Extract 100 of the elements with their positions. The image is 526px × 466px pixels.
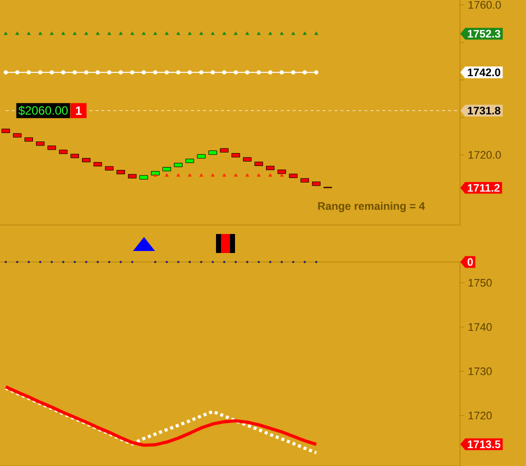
y-tick-label: 1752.3 (468, 30, 500, 38)
point (210, 70, 215, 74)
text: 0 (468, 258, 473, 266)
point (268, 173, 272, 177)
point (245, 70, 250, 74)
point (153, 32, 158, 35)
point (222, 173, 226, 177)
candlestick (266, 166, 275, 170)
annotation: $2060.00 (18, 106, 68, 116)
y-tick-label: 1713.5 (468, 440, 500, 448)
point (222, 70, 226, 74)
candlestick (47, 146, 56, 150)
point (50, 32, 54, 35)
ref-line-label: 1731.8 (468, 106, 500, 114)
point (234, 32, 238, 35)
point (199, 32, 204, 35)
candlestick (150, 171, 160, 176)
point (234, 70, 238, 74)
point (164, 173, 169, 177)
point (153, 173, 158, 177)
candlestick (1, 128, 10, 133)
y-tick-label: 1742.0 (468, 68, 500, 76)
candlestick (185, 158, 194, 163)
point (96, 70, 100, 74)
point (199, 70, 204, 74)
point (164, 32, 169, 35)
point (15, 32, 20, 35)
point (118, 32, 123, 35)
candlestick (82, 158, 91, 162)
point (176, 173, 180, 177)
candlestick (312, 182, 321, 186)
point (38, 32, 42, 35)
candlestick (174, 162, 183, 168)
candlestick (36, 141, 45, 146)
candlestick (196, 154, 206, 158)
candlestick (242, 157, 252, 162)
point (188, 70, 192, 74)
point (291, 32, 296, 35)
point (199, 173, 204, 177)
point (188, 32, 192, 35)
point (84, 70, 88, 74)
point (130, 70, 134, 74)
candlestick (24, 137, 34, 142)
point (142, 32, 146, 35)
candlestick (254, 162, 264, 166)
y-tick-label: 1720.0 (468, 150, 501, 159)
point (256, 173, 261, 177)
point (142, 70, 146, 74)
point (4, 32, 8, 35)
y-tick-label: 1711.2 (468, 184, 500, 192)
candlestick (231, 153, 240, 158)
candlestick (70, 154, 80, 158)
y-tick-label: 1740 (468, 323, 492, 331)
point (96, 32, 100, 35)
point (234, 173, 238, 177)
point (84, 32, 88, 35)
candlestick (208, 150, 218, 155)
point (245, 173, 250, 177)
candlestick (162, 166, 172, 172)
candlestick (12, 133, 22, 138)
point (26, 70, 31, 74)
point (164, 70, 169, 74)
point (50, 70, 54, 74)
point (268, 32, 272, 35)
candlestick (104, 166, 114, 170)
point (222, 32, 226, 35)
candlestick (288, 174, 298, 178)
point (61, 70, 66, 74)
y-tick-label: 1720 (468, 412, 492, 420)
point (130, 32, 134, 35)
candlestick (93, 162, 102, 166)
point (256, 70, 261, 74)
point (153, 70, 158, 74)
point (176, 70, 180, 74)
point (4, 70, 8, 74)
point (314, 32, 318, 35)
point (314, 70, 318, 74)
point (15, 70, 20, 74)
candlestick (220, 148, 229, 152)
y-tick-label: 1730 (468, 367, 492, 376)
point (26, 32, 31, 35)
point (188, 173, 192, 177)
point (245, 32, 250, 35)
point (176, 32, 180, 35)
point (72, 32, 77, 35)
annotation: 1 (76, 106, 82, 115)
candlestick (58, 150, 68, 154)
point (256, 32, 261, 35)
point (107, 32, 112, 35)
candlestick (128, 174, 137, 178)
point (107, 70, 112, 74)
point (72, 70, 77, 74)
candlestick (139, 175, 148, 180)
point (302, 32, 307, 35)
y-tick-label: 1750 (468, 278, 492, 287)
point (302, 70, 307, 74)
point (61, 32, 66, 35)
annotation: Range remaining = 4 (318, 202, 425, 212)
point (268, 70, 272, 74)
candlestick (300, 178, 310, 182)
